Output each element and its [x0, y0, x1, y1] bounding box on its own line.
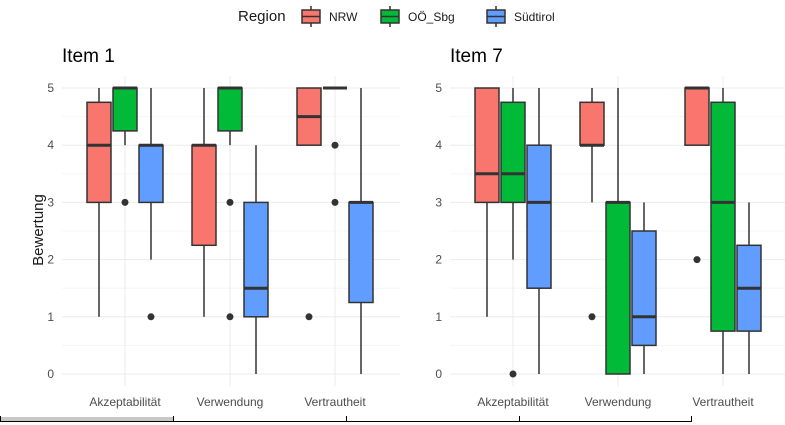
legend-item-o-sbg: OÖ_Sbg [380, 6, 455, 27]
y-tick-label: 2 [47, 253, 54, 267]
panel-item-7: Item 7 0 1 2 3 4 5 Akzeptabilität Verwendung Ver… [435, 46, 785, 409]
box-body [710, 101, 736, 332]
x-tick-label: Verwendung [197, 395, 264, 409]
legend: Region NRW OÖ_Sbg Südtirol [238, 6, 555, 27]
y-tick-label: 0 [47, 367, 54, 381]
outlier-point [226, 313, 234, 321]
box-body [86, 101, 112, 204]
outlier-point [331, 141, 339, 149]
box-body [217, 87, 243, 132]
panel-item-1: Item 1 0 1 2 3 4 5 Akzeptabilität Verwendung Ver… [47, 46, 400, 409]
category-group [474, 87, 552, 378]
outlier-point [331, 198, 339, 206]
outlier-point [121, 198, 129, 206]
box-o-sbg [710, 88, 736, 374]
y-tick-label: 4 [47, 138, 54, 152]
box-nrw [579, 88, 605, 321]
x-tick-label: Verwendung [585, 395, 652, 409]
box-o-sbg [112, 86, 138, 206]
box-body [348, 201, 374, 304]
legend-title: Region [238, 8, 286, 25]
outlier-point [509, 370, 517, 378]
y-tick-label: 3 [435, 195, 442, 209]
box-s-dtirol [736, 202, 762, 374]
box-s-dtirol [138, 88, 164, 321]
legend-label: OÖ_Sbg [408, 10, 455, 24]
box-body [474, 87, 500, 204]
box-nrw [474, 87, 500, 317]
x-tick-label: Vertrautheit [692, 395, 754, 409]
legend-item-s-dtirol: Südtirol [486, 6, 555, 27]
box-s-dtirol [348, 88, 374, 374]
box-body [631, 230, 657, 347]
category-group [296, 86, 374, 374]
box-nrw [191, 88, 217, 317]
box-o-sbg [217, 86, 243, 321]
category-group [684, 86, 762, 374]
box-o-sbg [323, 86, 347, 206]
box-nrw [684, 86, 710, 264]
y-tick-label: 5 [47, 81, 54, 95]
outlier-point [588, 313, 596, 321]
category-group [579, 88, 657, 375]
y-tick-label: 3 [47, 195, 54, 209]
box-o-sbg [500, 88, 526, 378]
y-tick-label: 2 [435, 253, 442, 267]
bottom-ruler [0, 416, 692, 422]
panel-title: Item 7 [450, 46, 503, 67]
panel-title: Item 1 [62, 46, 115, 67]
outlier-point [693, 256, 701, 264]
outlier-point [147, 313, 155, 321]
box-body [243, 201, 269, 318]
box-o-sbg [605, 88, 631, 375]
box-body [138, 144, 164, 204]
legend-label: Südtirol [514, 10, 555, 24]
ruler-highlight [0, 417, 173, 421]
legend-label: NRW [329, 10, 358, 24]
box-body [526, 144, 552, 289]
y-tick-label: 1 [47, 310, 54, 324]
box-s-dtirol [243, 145, 269, 374]
x-tick-label: Akzeptabilität [89, 395, 161, 409]
y-tick-label: 5 [435, 81, 442, 95]
box-body [605, 201, 631, 375]
outlier-point [226, 198, 234, 206]
y-tick-label: 1 [435, 310, 442, 324]
box-body [579, 101, 605, 146]
box-body [500, 101, 526, 204]
x-tick-label: Akzeptabilität [477, 395, 549, 409]
box-body [112, 87, 138, 132]
outlier-point [305, 313, 313, 321]
box-body [191, 144, 217, 247]
category-group [191, 86, 269, 374]
y-tick-label: 0 [435, 367, 442, 381]
box-nrw [86, 88, 112, 317]
y-axis-label: Bewertung [30, 194, 47, 266]
y-tick-label: 4 [435, 138, 442, 152]
box-s-dtirol [631, 202, 657, 374]
box-nrw [296, 87, 322, 321]
legend-item-nrw: NRW [301, 6, 358, 27]
box-s-dtirol [526, 88, 552, 374]
category-group [86, 86, 164, 321]
x-tick-label: Vertrautheit [304, 395, 366, 409]
box-body [684, 87, 710, 146]
